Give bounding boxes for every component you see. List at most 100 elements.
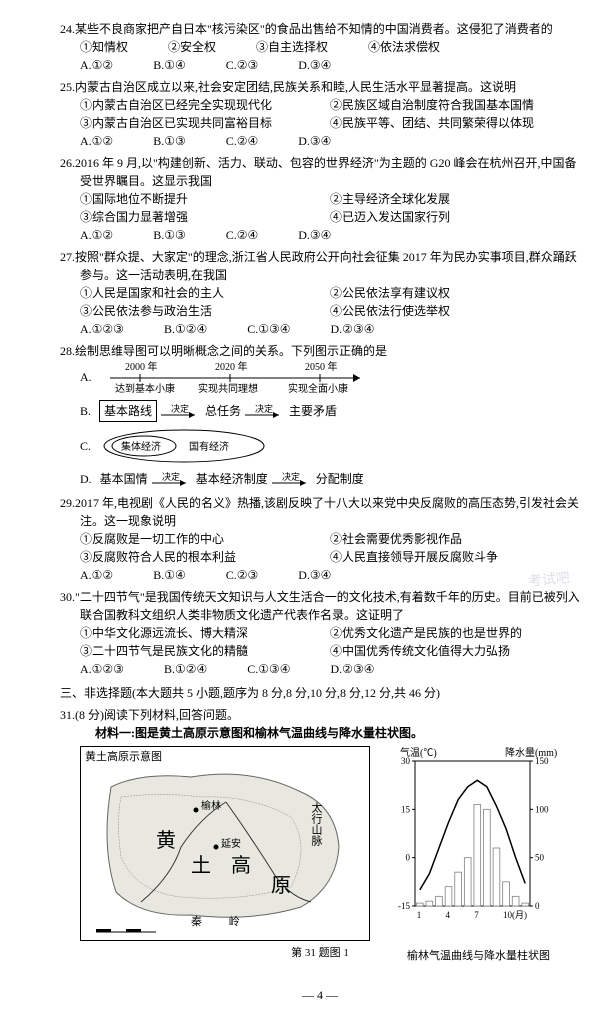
question-27: 27.按照"群众提、大家定"的理念,浙江省人民政府公开向社会征集 2017 年为… [60,248,580,338]
option-b: B.①②④ [164,660,207,678]
material-1: 材料一:图是黄土高原示意图和榆林气温曲线与降水量柱状图。 [95,724,580,742]
item: ③反腐败符合人民的根本利益 [80,548,330,566]
item: ①国际地位不断提升 [80,190,330,208]
svg-text:7: 7 [474,910,479,920]
svg-text:高: 高 [231,854,251,877]
svg-text:1: 1 [417,910,422,920]
svg-text:4: 4 [446,910,451,920]
option-b: B.①④ [153,56,186,74]
svg-text:0: 0 [406,853,411,863]
stem: 27.按照"群众提、大家定"的理念,浙江省人民政府公开向社会征集 2017 年为… [80,248,580,284]
svg-text:150: 150 [535,756,549,766]
map-box: 黄土高原示意图 太行山脉 秦 岭 榆林 延安 黄 土 高 原 [80,746,370,941]
option-b: B.①②④ [164,320,207,338]
item: ④公民依法行使选举权 [330,302,580,320]
svg-text:太行山脉: 太行山脉 [310,802,323,846]
option-a: A.①②③ [80,660,124,678]
chart-caption: 榆林气温曲线与降水量柱状图 [60,948,550,965]
diagram-c-svg: 集体经济 国有经济 [99,428,269,464]
stem: 25.内蒙古自治区成立以来,社会安定团结,民族关系和睦,人民生活水平显著提高。这… [80,78,580,96]
question-24: 24.某些不良商家把产自日本"核污染区"的食品出售给不知情的中国消费者。这侵犯了… [60,20,580,74]
svg-text:决定: 决定 [255,404,273,414]
watermark: 考试吧 [527,568,571,593]
item: ①中华文化源远流长、博大精深 [80,624,330,642]
question-31: 31.(8 分)阅读下列材料,回答问题。 材料一:图是黄土高原示意图和榆林气温曲… [60,706,580,742]
item: ②主导经济全球化发展 [330,190,580,208]
svg-text:土: 土 [191,854,211,877]
item: ②社会需要优秀影视作品 [330,530,580,548]
option-d: D.②③④ [331,320,375,338]
climate-chart: 气温(℃) 降水量(mm) 30150-1515010050014710(月) [380,746,570,941]
option-a: A.①② [80,226,113,244]
svg-text:-15: -15 [398,901,410,911]
option-c: C.②③ [226,56,259,74]
item: ④民族平等、团结、共同繁荣得以体现 [330,114,580,132]
diagram-c: C. 集体经济 国有经济 [80,428,580,464]
item: ④人民直接领导开展反腐败斗争 [330,548,580,566]
svg-text:2050 年: 2050 年 [305,360,338,373]
svg-text:2020 年: 2020 年 [215,360,248,373]
stem: 31.(8 分)阅读下列材料,回答问题。 [80,706,580,724]
svg-text:实现共同理想: 实现共同理想 [198,382,258,394]
item: ④已迈入发达国家行列 [330,208,580,226]
stem: 24.某些不良商家把产自日本"核污染区"的食品出售给不知情的中国消费者。这侵犯了… [80,20,580,38]
option-d: D.③④ [298,226,331,244]
svg-text:国有经济: 国有经济 [189,440,229,453]
item: ①知情权 [80,38,128,56]
item: ③综合国力显著增强 [80,208,330,226]
item: ③公民依法参与政治生活 [80,302,330,320]
climate-chart-svg: 气温(℃) 降水量(mm) 30150-1515010050014710(月) [380,746,570,941]
figure-section: 黄土高原示意图 太行山脉 秦 岭 榆林 延安 黄 土 高 原 [80,746,580,941]
item: ③内蒙古自治区已实现共同富裕目标 [80,114,330,132]
question-30: 30."二十四节气"是我国传统天文知识与人文生活合一的文化技术,有着数千年的历史… [60,588,580,678]
item: ①人民是国家和社会的主人 [80,284,330,302]
option-b: B.①④ [153,566,186,584]
svg-text:降水量(mm): 降水量(mm) [505,746,557,759]
svg-text:榆林: 榆林 [201,799,221,812]
stem: 30."二十四节气"是我国传统天文知识与人文生活合一的文化技术,有着数千年的历史… [80,588,580,624]
option-a: A.①② [80,132,113,150]
option-c: C.②④ [226,226,259,244]
question-26: 26.2016 年 9 月,以"构建创新、活力、联动、包容的世界经济"为主题的 … [60,154,580,244]
question-29: 29.2017 年,电视剧《人民的名义》热播,该剧反映了十八大以来党中央反腐败的… [60,494,580,584]
svg-text:延安: 延安 [221,837,241,850]
option-d: D.③④ [298,566,331,584]
item: ④依法求偿权 [368,38,440,56]
option-b: B.①③ [153,132,186,150]
diagram-a-svg: 2000 年 2020 年 2050 年 达到基本小康 实现共同理想 实现全面小… [100,360,400,394]
option-a: A.①②③ [80,320,124,338]
svg-text:原: 原 [271,875,291,897]
svg-text:15: 15 [401,804,411,814]
item: ③自主选择权 [256,38,328,56]
map-title: 黄土高原示意图 [85,749,162,766]
item: ②公民依法享有建议权 [330,284,580,302]
option-c: C.①③④ [247,320,290,338]
option-c: C.①③④ [247,660,290,678]
svg-text:达到基本小康: 达到基本小康 [115,382,175,394]
svg-text:决定: 决定 [282,472,300,482]
question-28: 28.绘制思维导图可以明晰概念之间的关系。下列图示正确的是 A. 2000 年 … [60,342,580,488]
svg-text:秦 岭: 秦 岭 [191,914,252,928]
item: ②安全权 [168,38,216,56]
page-number: — 4 — [60,986,580,1004]
option-c: C.②③ [226,566,259,584]
svg-text:集体经济: 集体经济 [121,440,161,453]
option-a: A.①② [80,566,113,584]
svg-text:决定: 决定 [171,404,189,414]
item: ②民族区域自治制度符合我国基本国情 [330,96,580,114]
stem: 28.绘制思维导图可以明晰概念之间的关系。下列图示正确的是 [80,342,580,360]
question-25: 25.内蒙古自治区成立以来,社会安定团结,民族关系和睦,人民生活水平显著提高。这… [60,78,580,150]
stem: 26.2016 年 9 月,以"构建创新、活力、联动、包容的世界经济"为主题的 … [80,154,580,190]
svg-text:黄: 黄 [156,829,176,852]
item: ①内蒙古自治区已经完全实现现代化 [80,96,330,114]
option-b: B.①③ [153,226,186,244]
stem: 29.2017 年,电视剧《人民的名义》热播,该剧反映了十八大以来党中央反腐败的… [80,494,580,530]
svg-text:实现全面小康: 实现全面小康 [288,382,348,394]
item: ④中国优秀传统文化值得大力弘扬 [330,642,580,660]
item: ②优秀文化遗产是民族的也是世界的 [330,624,580,642]
svg-text:10(月): 10(月) [503,910,527,920]
diagram-a: A. 2000 年 2020 年 2050 年 达到基本小康 实现共同理想 实现… [80,360,580,394]
item: ①反腐败是一切工作的中心 [80,530,330,548]
section-3-header: 三、非选择题(本大题共 5 小题,题序为 8 分,8 分,10 分,8 分,12… [60,684,580,702]
option-d: D.③④ [298,132,331,150]
